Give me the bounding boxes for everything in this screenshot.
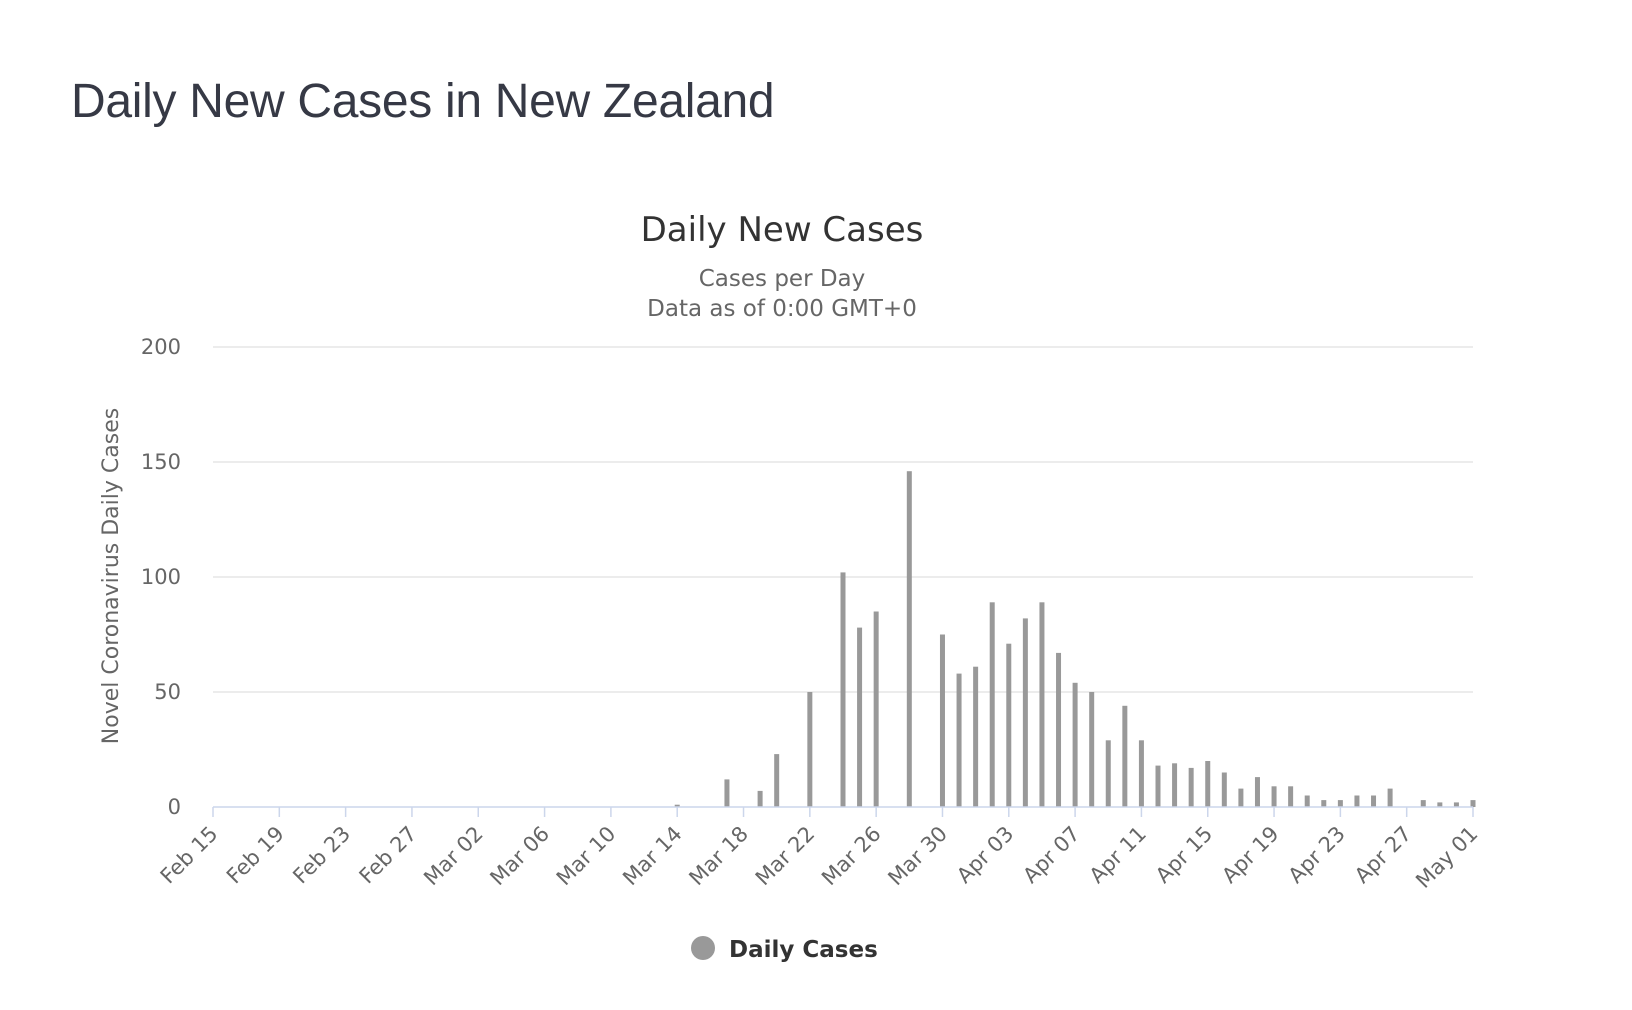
x-tick-label: Apr 15 bbox=[1151, 822, 1217, 888]
bar[interactable] bbox=[1321, 800, 1327, 807]
x-tick-label: Feb 27 bbox=[355, 822, 422, 889]
bar[interactable] bbox=[840, 572, 846, 807]
bar[interactable] bbox=[873, 611, 879, 808]
x-tick-label: Mar 22 bbox=[751, 822, 820, 891]
y-tick-label: 200 bbox=[141, 335, 181, 359]
bar[interactable] bbox=[1105, 740, 1111, 807]
legend[interactable]: Daily Cases bbox=[691, 936, 878, 963]
x-tick-label: Mar 02 bbox=[419, 822, 488, 891]
x-tick-label: Apr 03 bbox=[952, 822, 1018, 888]
bar[interactable] bbox=[1254, 777, 1260, 807]
bar[interactable] bbox=[989, 602, 995, 807]
chart-title: Daily New Cases bbox=[641, 210, 924, 250]
bar[interactable] bbox=[1188, 767, 1194, 807]
bar[interactable] bbox=[1039, 602, 1045, 807]
bar[interactable] bbox=[1155, 765, 1161, 807]
bar[interactable] bbox=[1138, 740, 1144, 807]
x-tick-label: Mar 26 bbox=[817, 822, 886, 891]
x-tick-label: Feb 23 bbox=[288, 822, 355, 889]
x-tick-label: Apr 07 bbox=[1018, 822, 1084, 888]
x-tick-label: Apr 11 bbox=[1085, 822, 1151, 888]
x-tick-label: Feb 19 bbox=[222, 822, 289, 889]
bar[interactable] bbox=[807, 692, 813, 807]
bar[interactable] bbox=[1089, 692, 1095, 807]
page-heading: Daily New Cases in New Zealand bbox=[71, 75, 775, 128]
y-tick-label: 150 bbox=[141, 450, 181, 474]
x-tick-label: Mar 30 bbox=[883, 822, 952, 891]
bar[interactable] bbox=[1354, 795, 1360, 808]
bar[interactable] bbox=[906, 471, 912, 807]
x-tick-label: Apr 23 bbox=[1284, 822, 1350, 888]
bar[interactable] bbox=[1371, 795, 1377, 808]
x-tick-label: Mar 18 bbox=[684, 822, 753, 891]
x-tick-label: Mar 14 bbox=[618, 822, 687, 891]
bar[interactable] bbox=[1304, 795, 1310, 808]
chart-subtitle-line-1: Cases per Day bbox=[699, 266, 866, 292]
bar[interactable] bbox=[1337, 800, 1343, 807]
bar[interactable] bbox=[1271, 786, 1277, 807]
bar[interactable] bbox=[1420, 800, 1426, 807]
bar[interactable] bbox=[1437, 802, 1443, 807]
bar[interactable] bbox=[1288, 786, 1294, 807]
bar[interactable] bbox=[774, 754, 780, 807]
x-tick-label: Apr 19 bbox=[1217, 822, 1283, 888]
bar[interactable] bbox=[973, 666, 979, 807]
bar[interactable] bbox=[1205, 761, 1211, 807]
bar[interactable] bbox=[1056, 652, 1062, 807]
chart-subtitle-line-2: Data as of 0:00 GMT+0 bbox=[647, 296, 917, 322]
y-tick-label: 50 bbox=[154, 680, 181, 704]
bar[interactable] bbox=[1238, 788, 1244, 807]
y-tick-label: 0 bbox=[168, 795, 181, 819]
bar[interactable] bbox=[1022, 618, 1028, 807]
bar[interactable] bbox=[1221, 772, 1227, 808]
x-tick-label: Feb 15 bbox=[156, 822, 223, 889]
y-tick-label: 100 bbox=[141, 565, 181, 589]
bars bbox=[674, 471, 1476, 808]
bar[interactable] bbox=[1387, 788, 1393, 807]
legend-marker[interactable] bbox=[691, 936, 715, 960]
bar[interactable] bbox=[724, 779, 730, 807]
bar[interactable] bbox=[757, 790, 763, 807]
x-tick-label: Apr 27 bbox=[1350, 822, 1416, 888]
bar[interactable] bbox=[1072, 682, 1078, 807]
bar[interactable] bbox=[939, 634, 945, 808]
y-axis-title: Novel Coronavirus Daily Cases bbox=[99, 408, 124, 744]
x-tick-label: Mar 06 bbox=[486, 822, 555, 891]
bar[interactable] bbox=[674, 804, 680, 807]
legend-label[interactable]: Daily Cases bbox=[729, 937, 878, 963]
x-tick-label: May 01 bbox=[1411, 822, 1482, 893]
bar[interactable] bbox=[857, 627, 863, 807]
bar[interactable] bbox=[956, 673, 962, 807]
bar[interactable] bbox=[1122, 705, 1128, 807]
bar[interactable] bbox=[1453, 802, 1459, 807]
bar[interactable] bbox=[1006, 643, 1012, 807]
bar[interactable] bbox=[1470, 800, 1476, 807]
y-axis-ticks: 0 50 100 150 200 bbox=[141, 335, 181, 819]
x-tick-label: Mar 10 bbox=[552, 822, 621, 891]
bar[interactable] bbox=[1172, 763, 1178, 807]
